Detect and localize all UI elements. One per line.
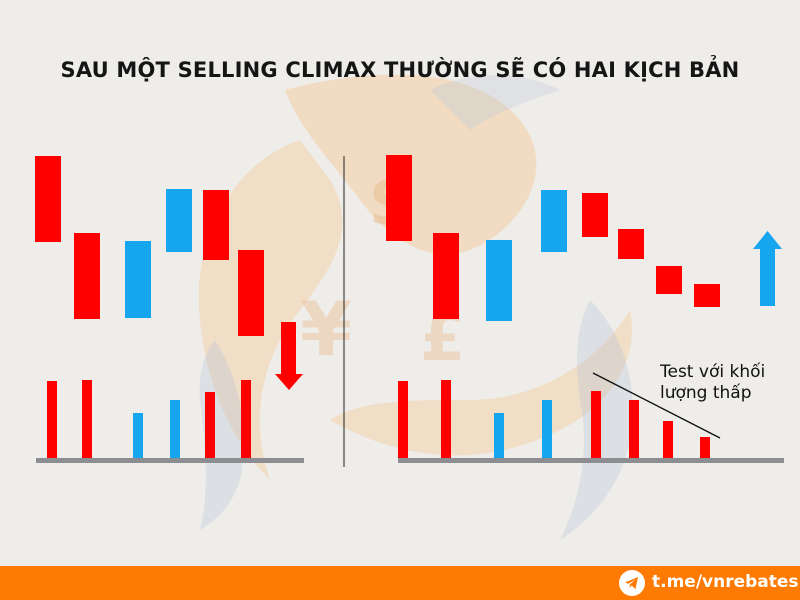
up-arrow-icon (753, 231, 782, 306)
candle (35, 156, 61, 242)
volume-bar (591, 391, 601, 459)
volume-bar (47, 381, 57, 459)
candle (433, 233, 459, 319)
volume-trend-line (592, 372, 721, 439)
candle (125, 241, 151, 318)
annotation-line-2: lượng thấp (660, 383, 752, 403)
candle (166, 189, 192, 252)
baseline-right (398, 458, 784, 463)
candle (541, 190, 567, 252)
baseline-left (36, 458, 304, 463)
candle (486, 240, 512, 321)
volume-bar (700, 437, 710, 459)
scenario-right-candles (386, 155, 720, 321)
candle (238, 250, 264, 336)
volume-bar (82, 380, 92, 459)
candle (694, 284, 720, 307)
telegram-link[interactable]: t.me/vnrebates (652, 572, 799, 592)
candle (74, 233, 100, 319)
page-title: SAU MỘT SELLING CLIMAX THƯỜNG SẼ CÓ HAI … (60, 58, 740, 82)
candle (656, 266, 682, 294)
low-volume-test-annotation: Test với khối lượng thấp (660, 362, 795, 404)
down-arrow-icon (275, 322, 303, 390)
volume-bar (170, 400, 180, 459)
telegram-icon[interactable] (619, 570, 645, 596)
volume-bar (133, 413, 143, 459)
volume-bar (494, 413, 504, 459)
volume-bar (205, 392, 215, 459)
volume-bar (542, 400, 552, 459)
volume-bar (398, 381, 408, 459)
volume-bar (629, 400, 639, 459)
candle (618, 229, 644, 259)
volume-bar (441, 380, 451, 459)
candle (582, 193, 608, 237)
svg-text:¥: ¥ (300, 285, 352, 373)
candle (203, 190, 229, 260)
candle (386, 155, 412, 241)
footer-bar: t.me/vnrebates (0, 566, 800, 600)
volume-bar (241, 380, 251, 459)
scenario-right-volume-bars (398, 380, 710, 459)
scenario-left-volume-bars (47, 380, 251, 459)
annotation-line-1: Test với khối (660, 362, 766, 382)
scenario-left-candles (35, 156, 264, 336)
volume-bar (663, 421, 673, 459)
